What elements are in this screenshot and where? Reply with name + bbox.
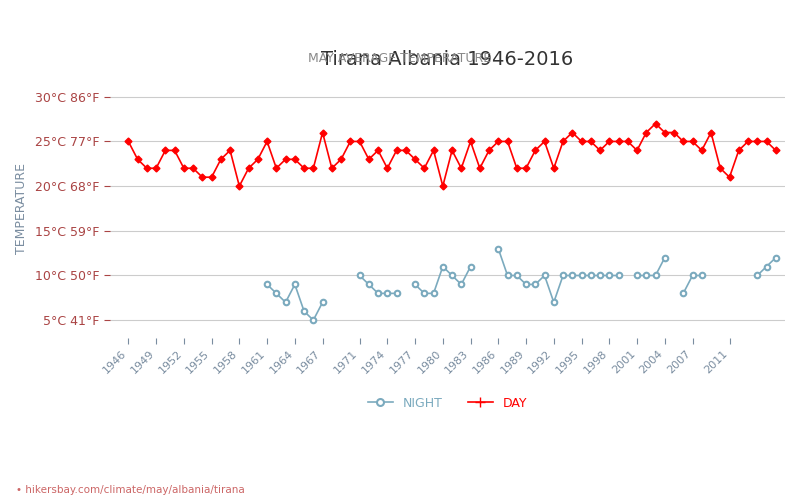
Text: • hikersbay.com/climate/may/albania/tirana: • hikersbay.com/climate/may/albania/tira… [16, 485, 245, 495]
Title: Tirana Albania 1946-2016: Tirana Albania 1946-2016 [322, 50, 574, 69]
Legend: NIGHT, DAY: NIGHT, DAY [362, 392, 532, 414]
Text: MAY AVERAGE TEMPERATURE: MAY AVERAGE TEMPERATURE [309, 52, 491, 66]
Y-axis label: TEMPERATURE: TEMPERATURE [15, 163, 28, 254]
